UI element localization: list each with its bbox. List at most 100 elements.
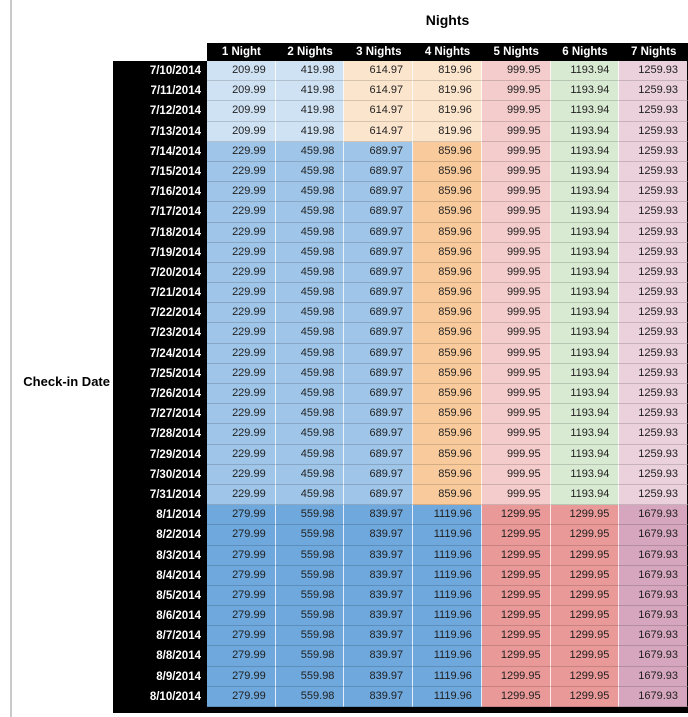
row-header-date: 7/18/2014 [113, 222, 207, 243]
price-cell: 999.95 [481, 404, 551, 425]
price-cell: 1193.94 [550, 141, 620, 162]
row-header-date: 7/30/2014 [113, 464, 207, 485]
price-cell: 419.98 [275, 101, 345, 122]
row-header-date: 7/16/2014 [113, 182, 207, 203]
price-cell: 1119.96 [413, 505, 482, 526]
price-cell: 859.96 [413, 222, 482, 243]
price-cell: 1259.93 [619, 384, 688, 405]
price-cell: 1259.93 [619, 343, 688, 364]
price-cell: 1193.94 [550, 444, 620, 465]
price-cell: 229.99 [207, 444, 276, 465]
table-row: 7/14/2014 229.99 459.98 689.97 859.96 999.95 1… [113, 141, 688, 162]
price-cell: 859.96 [413, 303, 482, 324]
price-cell: 1299.95 [481, 606, 551, 627]
price-cell: 459.98 [275, 161, 345, 183]
page-left-border [10, 0, 12, 717]
price-cell: 1193.94 [550, 424, 620, 445]
price-cell: 1259.93 [619, 161, 688, 183]
price-cell: 1299.95 [550, 505, 620, 526]
price-cell: 1259.93 [619, 323, 688, 344]
table-row: 7/27/2014 229.99 459.98 689.97 859.96 999.95 1… [113, 404, 688, 425]
price-cell: 459.98 [275, 323, 345, 344]
price-cell: 229.99 [207, 242, 276, 263]
table-row: 8/5/2014 279.99 559.98 839.97 1119.96 1299.95… [113, 585, 688, 607]
table-row: 8/1/2014 279.99 559.98 839.97 1119.96 1299.95… [113, 505, 688, 526]
price-cell: 999.95 [481, 121, 551, 142]
row-header-date: 8/3/2014 [113, 545, 207, 566]
price-cell: 999.95 [481, 202, 551, 223]
row-header-date: 7/10/2014 [113, 61, 207, 82]
price-cell: 1299.95 [481, 545, 551, 566]
price-cell: 1119.96 [413, 565, 482, 586]
price-cell: 1259.93 [619, 61, 688, 82]
price-cell: 419.98 [275, 81, 345, 102]
price-cell: 1259.93 [619, 303, 688, 324]
price-cell: 1299.95 [550, 666, 620, 687]
price-cell: 689.97 [344, 161, 414, 183]
price-cell: 1259.93 [619, 121, 688, 142]
price-cell: 859.96 [413, 283, 482, 304]
price-cell: 279.99 [207, 606, 276, 627]
price-cell: 999.95 [481, 384, 551, 405]
row-header-date: 7/20/2014 [113, 262, 207, 284]
price-cell: 459.98 [275, 262, 345, 284]
price-cell: 689.97 [344, 283, 414, 304]
price-cell: 859.96 [413, 242, 482, 263]
price-cell: 689.97 [344, 323, 414, 344]
table-row: 7/31/2014 229.99 459.98 689.97 859.96 999.95 1… [113, 484, 688, 506]
price-cell: 1299.95 [481, 626, 551, 647]
pricing-grid: 7/10/2014 209.99 419.98 614.97 819.96 999.95 1… [113, 61, 688, 707]
price-cell: 839.97 [344, 505, 414, 526]
price-cell: 229.99 [207, 141, 276, 162]
price-cell: 859.96 [413, 262, 482, 284]
price-cell: 859.96 [413, 141, 482, 162]
price-cell: 1299.95 [481, 565, 551, 586]
row-header-date: 7/14/2014 [113, 141, 207, 162]
price-cell: 1679.93 [619, 565, 688, 586]
price-cell: 1259.93 [619, 202, 688, 223]
row-header-date: 7/21/2014 [113, 283, 207, 304]
table-row: 7/10/2014 209.99 419.98 614.97 819.96 999.95 1… [113, 61, 688, 82]
price-cell: 459.98 [275, 303, 345, 324]
price-cell: 1299.95 [481, 686, 551, 707]
column-header: 2 Nights [287, 46, 333, 58]
price-cell: 689.97 [344, 182, 414, 203]
price-cell: 859.96 [413, 384, 482, 405]
row-header-date: 7/19/2014 [113, 242, 207, 263]
price-cell: 559.98 [275, 666, 345, 687]
price-cell: 459.98 [275, 444, 345, 465]
price-cell: 559.98 [275, 606, 345, 627]
table-row: 7/16/2014 229.99 459.98 689.97 859.96 999.95 1… [113, 182, 688, 203]
price-cell: 689.97 [344, 404, 414, 425]
price-cell: 279.99 [207, 626, 276, 647]
price-cell: 1259.93 [619, 404, 688, 425]
price-cell: 839.97 [344, 585, 414, 607]
price-cell: 859.96 [413, 444, 482, 465]
price-cell: 279.99 [207, 545, 276, 566]
price-cell: 229.99 [207, 161, 276, 183]
column-header: 6 Nights [562, 46, 608, 58]
price-cell: 419.98 [275, 61, 345, 82]
price-cell: 1679.93 [619, 686, 688, 707]
row-header-date: 8/7/2014 [113, 626, 207, 647]
price-cell: 1193.94 [550, 343, 620, 364]
table-row: 7/22/2014 229.99 459.98 689.97 859.96 999.95 1… [113, 303, 688, 324]
price-cell: 999.95 [481, 262, 551, 284]
price-cell: 459.98 [275, 283, 345, 304]
price-cell: 839.97 [344, 545, 414, 566]
price-cell: 1193.94 [550, 262, 620, 284]
price-cell: 1193.94 [550, 101, 620, 122]
row-header-date: 8/10/2014 [113, 686, 207, 707]
column-header-row: 1 Night 2 Nights 3 Nights 4 Nights 5 Nights 6… [207, 43, 688, 61]
price-cell: 229.99 [207, 464, 276, 485]
price-cell: 839.97 [344, 565, 414, 586]
price-cell: 689.97 [344, 444, 414, 465]
price-cell: 859.96 [413, 343, 482, 364]
row-header-date: 7/22/2014 [113, 303, 207, 324]
price-cell: 1299.95 [550, 565, 620, 586]
price-cell: 1193.94 [550, 202, 620, 223]
price-cell: 559.98 [275, 686, 345, 707]
table-row: 7/28/2014 229.99 459.98 689.97 859.96 999.95 1… [113, 424, 688, 445]
price-cell: 819.96 [413, 81, 482, 102]
price-cell: 614.97 [344, 61, 414, 82]
